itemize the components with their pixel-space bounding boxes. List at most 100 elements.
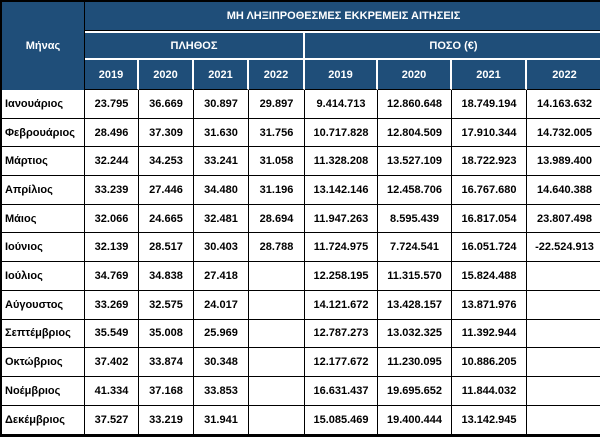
- count-value-cell: 32.139: [85, 233, 139, 263]
- amount-value-cell: [527, 319, 600, 349]
- amount-value-cell: 18.749.194: [452, 90, 527, 119]
- table-row: Ιανουάριος 23.795 36.669 30.897 29.897 9…: [2, 90, 600, 119]
- count-group-header: ΠΛΗΘΟΣ: [85, 31, 305, 60]
- amount-value-cell: 14.121.672: [305, 290, 378, 320]
- table-row: Οκτώβριος 37.402 33.874 30.348 12.177.67…: [2, 348, 600, 377]
- amount-value-cell: 12.458.706: [378, 176, 452, 205]
- amount-value-cell: 13.527.109: [378, 147, 452, 177]
- amount-value-cell: 12.804.509: [378, 118, 452, 148]
- count-value-cell: 27.446: [139, 176, 194, 205]
- amount-value-cell: 12.258.195: [305, 262, 378, 291]
- amount-value-cell: 10.886.205: [452, 348, 527, 377]
- count-value-cell: 34.838: [139, 262, 194, 291]
- amount-value-cell: [527, 376, 600, 406]
- table-row: Μάιος 32.066 24.665 32.481 28.694 11.947…: [2, 204, 600, 234]
- amount-value-cell: 13.032.325: [378, 319, 452, 349]
- count-value-cell: 31.196: [249, 176, 305, 205]
- amount-value-cell: 14.163.632: [527, 90, 600, 119]
- count-value-cell: [249, 262, 305, 291]
- amount-value-cell: 14.640.388: [527, 176, 600, 205]
- table-row: Ιούνιος 32.139 28.517 30.403 28.788 11.7…: [2, 233, 600, 263]
- count-value-cell: [249, 405, 305, 435]
- table-row: Δεκέμβριος 37.527 33.219 31.941 15.085.4…: [2, 405, 600, 435]
- count-value-cell: [249, 290, 305, 320]
- amount-value-cell: 13.871.976: [452, 290, 527, 320]
- amount-value-cell: 10.717.828: [305, 118, 378, 148]
- amount-value-cell: 11.392.944: [452, 319, 527, 349]
- amount-value-cell: 8.595.439: [378, 204, 452, 234]
- amount-value-cell: [527, 348, 600, 377]
- amount-value-cell: 19.400.444: [378, 405, 452, 435]
- table-row: Σεπτέμβριος 35.549 35.008 25.969 12.787.…: [2, 319, 600, 349]
- count-value-cell: 23.795: [85, 90, 139, 119]
- count-value-cell: [249, 376, 305, 406]
- amount-value-cell: 15.824.488: [452, 262, 527, 291]
- amount-value-cell: 13.142.945: [452, 405, 527, 435]
- table-row: Αύγουστος 33.269 32.575 24.017 14.121.67…: [2, 290, 600, 320]
- amount-value-cell: 18.722.923: [452, 147, 527, 177]
- table-row: Ιούλιος 34.769 34.838 27.418 12.258.195 …: [2, 262, 600, 291]
- count-value-cell: 37.527: [85, 405, 139, 435]
- amount-value-cell: 17.910.344: [452, 118, 527, 148]
- count-value-cell: 31.630: [194, 118, 249, 148]
- count-value-cell: 33.269: [85, 290, 139, 320]
- month-cell: Νοέμβριος: [2, 376, 85, 406]
- amount-value-cell: 16.631.437: [305, 376, 378, 406]
- month-column-header: Μήνας: [2, 2, 85, 90]
- amount-value-cell: 11.230.095: [378, 348, 452, 377]
- month-cell: Σεπτέμβριος: [2, 319, 85, 349]
- count-value-cell: 34.769: [85, 262, 139, 291]
- month-cell: Δεκέμβριος: [2, 405, 85, 435]
- amount-value-cell: 15.085.469: [305, 405, 378, 435]
- month-cell: Ιανουάριος: [2, 90, 85, 119]
- month-cell: Ιούνιος: [2, 233, 85, 263]
- count-year-2021: 2021: [194, 60, 249, 90]
- amount-value-cell: 16.051.724: [452, 233, 527, 263]
- amount-year-2021: 2021: [452, 60, 527, 90]
- table-row: Φεβρουάριος 28.496 37.309 31.630 31.756 …: [2, 118, 600, 148]
- amount-year-2019: 2019: [305, 60, 378, 90]
- count-value-cell: [249, 348, 305, 377]
- amount-value-cell: 13.142.146: [305, 176, 378, 205]
- count-value-cell: 32.481: [194, 204, 249, 234]
- count-value-cell: 28.788: [249, 233, 305, 263]
- count-value-cell: 35.008: [139, 319, 194, 349]
- count-value-cell: 24.017: [194, 290, 249, 320]
- amount-value-cell: 13.989.400: [527, 147, 600, 177]
- amount-value-cell: [527, 290, 600, 320]
- count-value-cell: 25.969: [194, 319, 249, 349]
- count-value-cell: 33.239: [85, 176, 139, 205]
- amount-value-cell: 7.724.541: [378, 233, 452, 263]
- amount-value-cell: [527, 405, 600, 435]
- amount-value-cell: 11.328.208: [305, 147, 378, 177]
- month-cell: Οκτώβριος: [2, 348, 85, 377]
- count-value-cell: 36.669: [139, 90, 194, 119]
- amount-value-cell: 16.767.680: [452, 176, 527, 205]
- count-value-cell: [249, 319, 305, 349]
- amount-value-cell: 23.807.498: [527, 204, 600, 234]
- table-row: Νοέμβριος 41.334 37.168 33.853 16.631.43…: [2, 376, 600, 406]
- count-value-cell: 32.066: [85, 204, 139, 234]
- count-year-2022: 2022: [249, 60, 305, 90]
- amount-value-cell: 16.817.054: [452, 204, 527, 234]
- count-value-cell: 33.241: [194, 147, 249, 177]
- amount-value-cell: 19.695.652: [378, 376, 452, 406]
- count-value-cell: 37.402: [85, 348, 139, 377]
- count-value-cell: 33.853: [194, 376, 249, 406]
- count-value-cell: 32.575: [139, 290, 194, 320]
- count-year-2019: 2019: [85, 60, 139, 90]
- count-value-cell: 37.309: [139, 118, 194, 148]
- count-value-cell: 30.403: [194, 233, 249, 263]
- count-value-cell: 31.058: [249, 147, 305, 177]
- month-cell: Ιούλιος: [2, 262, 85, 291]
- count-value-cell: 29.897: [249, 90, 305, 119]
- amount-value-cell: 13.428.157: [378, 290, 452, 320]
- table-row: Μάρτιος 32.244 34.253 33.241 31.058 11.3…: [2, 147, 600, 177]
- amount-group-header: ΠΟΣΟ (€): [305, 31, 600, 60]
- count-value-cell: 34.480: [194, 176, 249, 205]
- count-year-2020: 2020: [139, 60, 194, 90]
- amount-value-cell: 11.315.570: [378, 262, 452, 291]
- count-value-cell: 30.897: [194, 90, 249, 119]
- amount-value-cell: [527, 262, 600, 291]
- amount-value-cell: 12.860.648: [378, 90, 452, 119]
